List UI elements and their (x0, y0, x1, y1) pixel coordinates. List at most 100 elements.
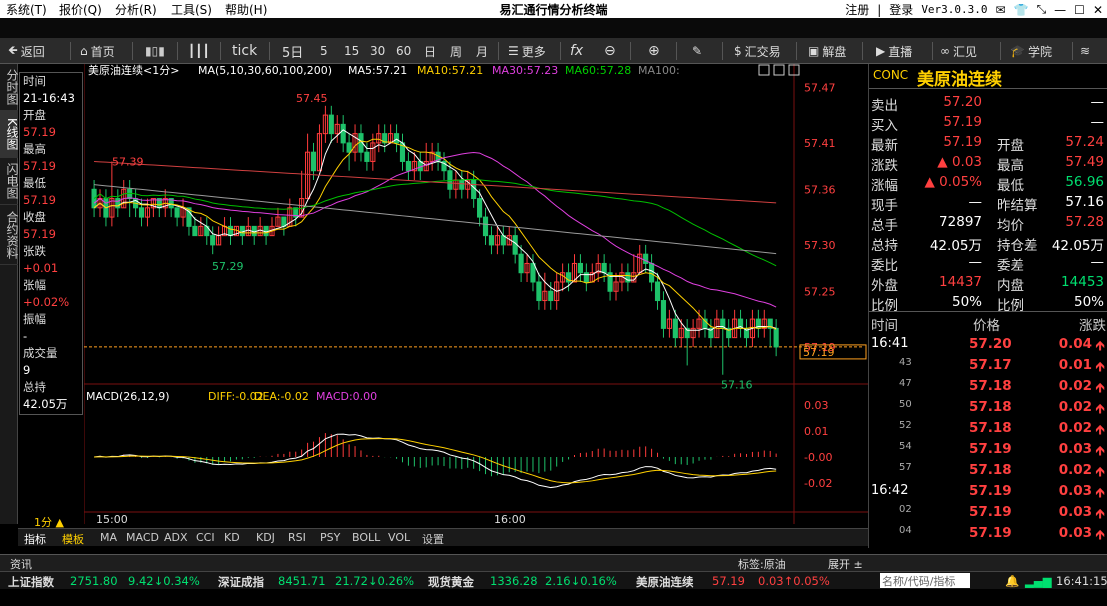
news-label[interactable]: 资讯 (10, 558, 32, 571)
candle-body (168, 198, 174, 209)
tick-change: 0.02 (1058, 378, 1092, 394)
menu-help[interactable]: 帮助(H) (225, 3, 268, 17)
menu-quote[interactable]: 报价(Q) (59, 3, 102, 17)
candle-body (571, 262, 578, 283)
candle-body (198, 225, 204, 237)
indicator-tab[interactable]: 模板 (62, 533, 84, 546)
indicator-tab[interactable]: CCI (196, 531, 215, 544)
tick-button[interactable]: tick (232, 43, 258, 59)
tick-price: 57.18 (969, 420, 1012, 436)
tab-shandian[interactable]: 闪电图 (0, 158, 19, 205)
ma200-line (94, 160, 777, 204)
bell-icon[interactable]: 🔔 (1005, 574, 1020, 588)
indicator-tab[interactable]: RSI (288, 531, 306, 544)
ticker-name[interactable]: 深证成指 (218, 575, 264, 589)
indicator-tab[interactable]: BOLL (352, 531, 381, 544)
ticker-name[interactable]: 美原油连续 (636, 575, 694, 589)
info-value: 21-16:43 (23, 91, 75, 105)
ticker-name[interactable]: 现货黄金 (428, 575, 474, 589)
more-menu-icon[interactable]: ≋ (1080, 44, 1091, 58)
search-input[interactable]: 名称/代码/指标 (880, 573, 970, 588)
more-button[interactable]: ☰ 更多 (508, 44, 546, 59)
quote-value: 42.05万 (929, 238, 982, 254)
login-link[interactable]: 登录 (889, 3, 914, 17)
huijiaoyi-button[interactable]: $ 汇交易 (734, 44, 781, 59)
indicator-tab[interactable]: PSY (320, 531, 341, 544)
close-icon[interactable]: ✕ (1092, 2, 1103, 17)
period-5min[interactable]: 5 (320, 44, 328, 58)
period-60min[interactable]: 60 (396, 44, 412, 58)
candle-body (310, 151, 317, 172)
info-label: 张幅 (23, 278, 46, 292)
kline-chart[interactable]: 美原油连续<1分> MA(5,10,30,60,100,200) MA5:57.21… (84, 64, 868, 528)
menu-analysis[interactable]: 分析(R) (115, 3, 157, 17)
indicator-tab[interactable]: 设置 (422, 533, 444, 546)
huijian-button[interactable]: ∞ 汇见 (940, 44, 978, 59)
quote-row: 委比 — 委差 — (869, 252, 1107, 274)
indicator-tab[interactable]: VOL (388, 531, 411, 544)
indicator-tab[interactable]: KDJ (256, 531, 275, 544)
current-price-box (799, 344, 867, 360)
period-30min[interactable]: 30 (370, 44, 386, 58)
candle-chart-button[interactable]: ┃┃┃ (188, 42, 210, 60)
back-button[interactable]: 🡸 返回 (8, 42, 45, 60)
tick-change: 0.02 (1058, 462, 1092, 478)
tick-time: 04 (899, 525, 912, 536)
side-tabs: 分时图 K线图 闪电图 合约资料 (0, 64, 19, 524)
candle-body (761, 318, 767, 329)
candle-body (518, 253, 524, 274)
tick-row: 47 57.18 0.02 🡹 (869, 376, 1107, 396)
quote-label-2: 均价 (997, 218, 1024, 234)
zhibo-button[interactable]: ▶ 直播 (876, 44, 913, 59)
period-15min[interactable]: 15 (344, 44, 360, 58)
indicator-tab[interactable]: KD (224, 531, 240, 544)
macd-tick: -0.00 (804, 451, 832, 464)
mail-icon[interactable]: ✉ (995, 2, 1006, 17)
indicator-tab[interactable]: MA (100, 531, 118, 544)
candle-body (150, 198, 156, 209)
tick-price: 57.19 (969, 483, 1012, 499)
xueyuan-button[interactable]: 🎓 学院 (1010, 44, 1052, 59)
jiepan-button[interactable]: ▣ 解盘 (808, 44, 847, 59)
ticker-name[interactable]: 上证指数 (8, 575, 54, 589)
period-week[interactable]: 周 (450, 44, 463, 59)
period-select-button[interactable]: 1分 ▲ (34, 516, 64, 529)
indicator-tab[interactable]: ADX (164, 531, 188, 544)
candle-body (138, 207, 145, 218)
quote-value: 14437 (939, 274, 982, 290)
expand-button[interactable]: 展开 ± (828, 558, 863, 571)
indicator-tab[interactable]: 指标 (24, 533, 46, 546)
tab-kline[interactable]: K线图 (0, 111, 19, 158)
menu-tools[interactable]: 工具(S) (171, 3, 212, 17)
divider (132, 42, 133, 60)
shrink-icon[interactable]: ⤡ (1036, 2, 1047, 16)
tab-heyue[interactable]: 合约资料 (0, 205, 19, 265)
candle-body (666, 318, 672, 329)
candle-body (352, 133, 358, 153)
candle-body (613, 281, 619, 292)
candle-body (494, 235, 500, 246)
period-month[interactable]: 月 (476, 44, 489, 59)
bar-chart-button[interactable]: ▮▯▮ (145, 42, 165, 60)
register-link[interactable]: 注册 (845, 3, 870, 17)
info-label: 张跌 (23, 244, 46, 258)
menu-system[interactable]: 系统(T) (6, 3, 47, 17)
period-day[interactable]: 日 (424, 44, 437, 59)
divider (560, 42, 561, 60)
signal-icon: ▂▄▆ (1025, 574, 1052, 588)
draw-pen-icon[interactable]: ✎ (692, 44, 703, 58)
zoom-in-icon[interactable]: ⊕ (648, 43, 660, 59)
indicator-tab[interactable]: MACD (126, 531, 159, 544)
minimize-icon[interactable]: — (1054, 2, 1067, 17)
maximize-icon[interactable]: ☐ (1074, 2, 1085, 17)
candle-body (382, 133, 388, 144)
divider (796, 42, 797, 60)
shirt-icon[interactable]: 👕 (1013, 2, 1029, 17)
zoom-out-icon[interactable]: ⊖ (604, 43, 616, 59)
info-label: 振幅 (23, 312, 46, 326)
period-5day[interactable]: 5日 (282, 45, 304, 61)
formula-button[interactable]: fx (570, 43, 584, 59)
quote-value-2: 57.24 (1065, 134, 1104, 150)
tab-fenshi[interactable]: 分时图 (0, 64, 19, 111)
home-button[interactable]: ⌂ 首页 (80, 44, 115, 59)
